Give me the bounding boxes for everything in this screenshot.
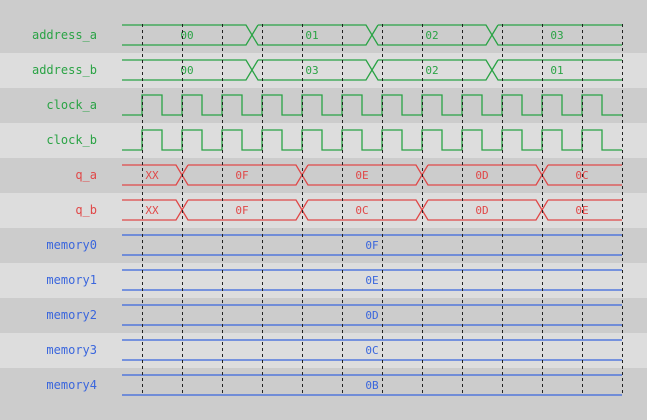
signal-row-memory0: memory0 0F <box>46 234 622 256</box>
signal-label: address_a <box>32 28 97 42</box>
bus-segment <box>122 339 622 361</box>
bus-segment <box>371 24 493 46</box>
bus-value: 0F <box>235 204 248 217</box>
row-background <box>0 333 647 368</box>
bus-value: 03 <box>550 29 563 42</box>
bus-value: 02 <box>425 29 438 42</box>
row-background <box>0 263 647 298</box>
bus-value: 00 <box>180 29 193 42</box>
signal-row-clock_a: clock_a <box>46 94 622 116</box>
bus-segment <box>122 304 622 326</box>
bus-value: 0E <box>365 274 378 287</box>
bus-segment <box>371 59 493 81</box>
bus-segment <box>541 164 622 186</box>
bus-value: 0C <box>355 204 368 217</box>
bus-value: XX <box>145 169 159 182</box>
row-background <box>0 18 647 53</box>
bus-segment <box>491 59 622 81</box>
row-background <box>0 123 647 158</box>
bus-segment <box>251 24 373 46</box>
signal-label: memory1 <box>46 273 97 287</box>
signal-row-memory1: memory1 0E <box>46 269 622 291</box>
signal-label: clock_b <box>46 133 97 147</box>
bus-value: 01 <box>305 29 318 42</box>
bus-value: XX <box>145 204 159 217</box>
bus-segment <box>122 374 622 396</box>
bus-value: 00 <box>180 64 193 77</box>
signal-label: address_b <box>32 63 97 77</box>
signal-row-address_b: address_b 00 03 02 01 <box>32 59 622 81</box>
signal-row-memory4: memory4 0B <box>46 374 622 396</box>
signal-label: memory3 <box>46 343 97 357</box>
signal-label: memory0 <box>46 238 97 252</box>
signal-label: q_a <box>75 168 97 182</box>
bus-value: 0E <box>355 169 368 182</box>
clock-waveform <box>122 129 622 151</box>
signal-label: q_b <box>75 203 97 217</box>
bus-segment <box>491 24 622 46</box>
bus-value: 0F <box>235 169 248 182</box>
bus-value: 0B <box>365 379 379 392</box>
bus-value: 0F <box>365 239 378 252</box>
signal-label: memory2 <box>46 308 97 322</box>
bus-value: 01 <box>550 64 563 77</box>
row-background <box>0 193 647 228</box>
bus-value: 02 <box>425 64 438 77</box>
bus-segment <box>541 199 622 221</box>
row-background <box>0 88 647 123</box>
bus-segment <box>122 269 622 291</box>
signal-label: clock_a <box>46 98 97 112</box>
row-background <box>0 368 647 420</box>
bus-segment <box>122 234 622 256</box>
bus-value: 0C <box>365 344 378 357</box>
row-background <box>0 228 647 263</box>
row-background <box>0 53 647 88</box>
bus-value: 0D <box>475 169 488 182</box>
clock-waveform <box>122 94 622 116</box>
bus-segment <box>251 59 373 81</box>
bus-value: 03 <box>305 64 318 77</box>
signal-row-clock_b: clock_b <box>46 129 622 151</box>
header-band <box>0 0 647 18</box>
row-background <box>0 298 647 333</box>
bus-value: 0D <box>475 204 488 217</box>
signal-row-memory2: memory2 0D <box>46 304 622 326</box>
signal-row-memory3: memory3 0C <box>46 339 622 361</box>
bus-value: 0D <box>365 309 378 322</box>
row-background <box>0 158 647 193</box>
signal-row-address_a: address_a 00 01 02 03 <box>32 24 622 46</box>
signal-label: memory4 <box>46 378 97 392</box>
